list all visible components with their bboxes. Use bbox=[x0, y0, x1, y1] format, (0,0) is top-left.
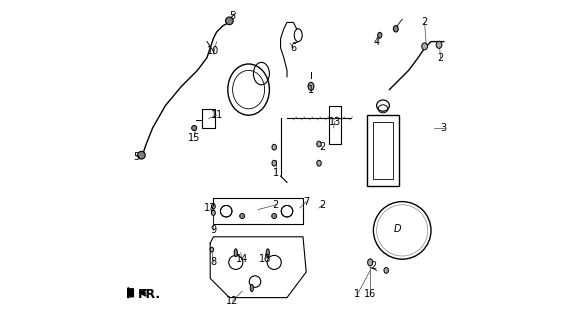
Text: 2: 2 bbox=[421, 17, 428, 28]
Text: 6: 6 bbox=[290, 43, 296, 53]
FancyArrow shape bbox=[122, 288, 133, 298]
Text: 2: 2 bbox=[273, 200, 279, 210]
Text: 2: 2 bbox=[370, 260, 377, 271]
Ellipse shape bbox=[210, 247, 214, 252]
Bar bbox=[374, 122, 393, 179]
Text: 2: 2 bbox=[437, 52, 444, 63]
Text: 8: 8 bbox=[210, 257, 216, 268]
Ellipse shape bbox=[234, 249, 238, 257]
Bar bbox=[367, 115, 399, 186]
Text: 1: 1 bbox=[308, 84, 314, 95]
Bar bbox=[202, 109, 215, 128]
Text: 5: 5 bbox=[134, 152, 139, 162]
Text: 18: 18 bbox=[258, 254, 271, 264]
Text: 4: 4 bbox=[374, 36, 379, 47]
Ellipse shape bbox=[367, 259, 373, 266]
Text: 10: 10 bbox=[207, 46, 219, 56]
Ellipse shape bbox=[211, 210, 215, 215]
Bar bbox=[328, 106, 342, 144]
Text: 3: 3 bbox=[441, 123, 447, 133]
Circle shape bbox=[272, 213, 277, 219]
Ellipse shape bbox=[272, 160, 277, 166]
Circle shape bbox=[226, 17, 233, 25]
Text: 13: 13 bbox=[329, 116, 341, 127]
Ellipse shape bbox=[436, 41, 442, 48]
Text: FR.: FR. bbox=[138, 288, 161, 301]
Text: 2: 2 bbox=[319, 142, 325, 152]
Ellipse shape bbox=[384, 268, 389, 273]
Text: 17: 17 bbox=[204, 203, 216, 213]
Ellipse shape bbox=[393, 26, 398, 32]
Ellipse shape bbox=[211, 204, 215, 209]
Ellipse shape bbox=[250, 284, 253, 292]
Ellipse shape bbox=[378, 32, 382, 38]
Text: 2: 2 bbox=[319, 200, 325, 210]
Text: 1: 1 bbox=[354, 289, 360, 300]
Text: 14: 14 bbox=[236, 254, 249, 264]
Text: 1: 1 bbox=[273, 168, 279, 178]
Circle shape bbox=[239, 213, 245, 219]
Circle shape bbox=[192, 125, 197, 131]
Circle shape bbox=[138, 151, 145, 159]
Text: 5: 5 bbox=[230, 11, 236, 21]
Text: 16: 16 bbox=[364, 289, 377, 300]
Text: 11: 11 bbox=[211, 110, 223, 120]
Ellipse shape bbox=[308, 83, 314, 91]
Text: D: D bbox=[394, 224, 401, 234]
Text: 12: 12 bbox=[226, 296, 239, 306]
Ellipse shape bbox=[317, 160, 321, 166]
Text: 9: 9 bbox=[210, 225, 216, 236]
Ellipse shape bbox=[266, 249, 269, 257]
Text: 15: 15 bbox=[188, 132, 200, 143]
Ellipse shape bbox=[272, 144, 277, 150]
Ellipse shape bbox=[317, 141, 321, 147]
Text: 7: 7 bbox=[303, 196, 309, 207]
Ellipse shape bbox=[422, 43, 428, 50]
